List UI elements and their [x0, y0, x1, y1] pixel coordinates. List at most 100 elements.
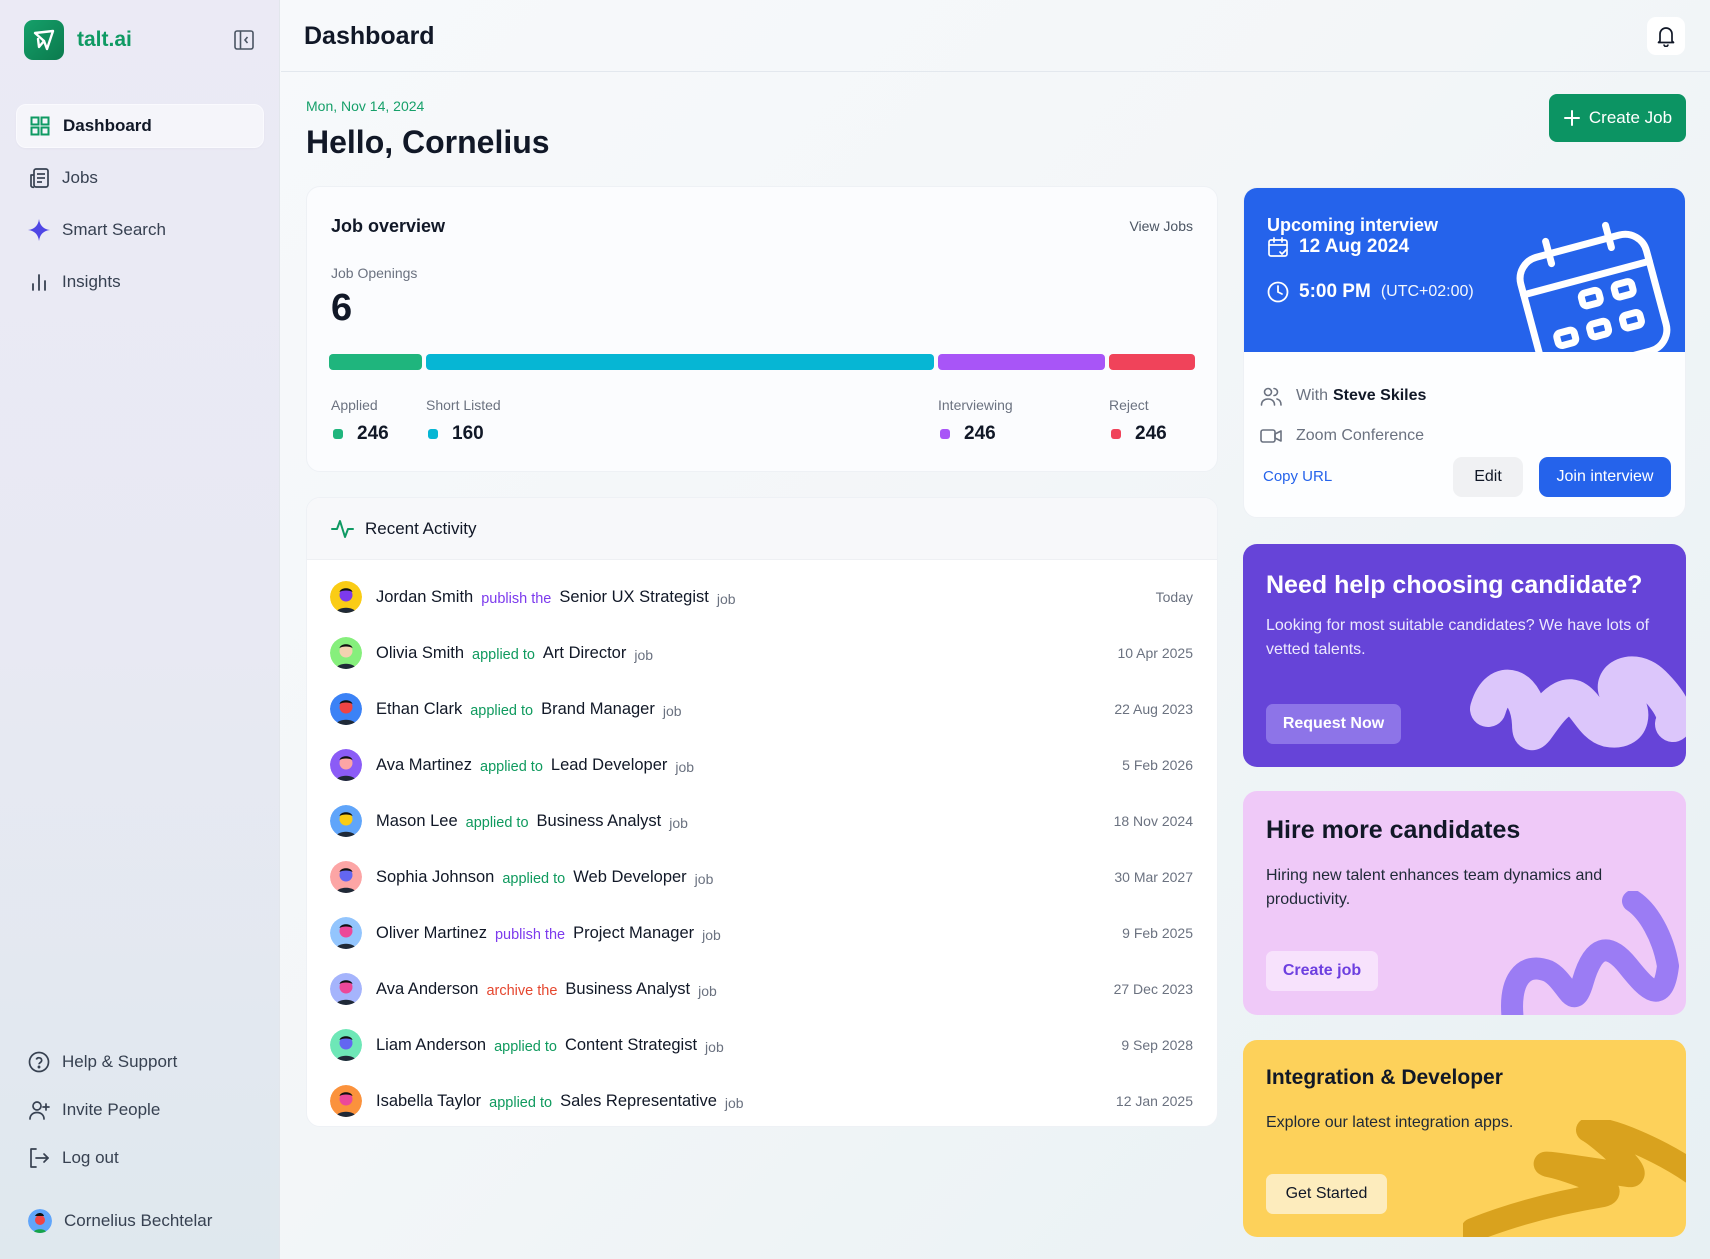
job-role[interactable]: Content Strategist [564, 1035, 698, 1054]
join-interview-button[interactable]: Join interview [1539, 457, 1671, 497]
activity-date: 12 Jan 2025 [1115, 1093, 1193, 1109]
activity-date: 22 Aug 2023 [1114, 701, 1193, 717]
job-suffix: job [694, 870, 714, 887]
sidebar-item-smart-search[interactable]: Smart Search [16, 208, 264, 252]
legend-dot [940, 429, 950, 439]
activity-row[interactable]: Isabella Taylor applied to Sales Represent… [307, 1073, 1217, 1126]
activity-row[interactable]: Mason Lee applied to Business Analyst job 18… [307, 793, 1217, 849]
activity-verb: publish the [494, 926, 566, 943]
activity-row[interactable]: Jordan Smith publish the Senior UX Strateg… [307, 569, 1217, 625]
job-role[interactable]: Business Analyst [536, 811, 662, 830]
person-name[interactable]: Sophia Johnson [376, 867, 495, 886]
activity-row[interactable]: Liam Anderson applied to Content Strategis… [307, 1017, 1217, 1073]
activity-row[interactable]: Oliver Martinez publish the Project Manage… [307, 905, 1217, 961]
avatar [330, 693, 362, 725]
person-name[interactable]: Ethan Clark [376, 699, 463, 718]
get-started-button[interactable]: Get Started [1266, 1174, 1387, 1214]
calendar-illustration-icon [1516, 221, 1671, 352]
grid-icon [29, 115, 51, 137]
person-name[interactable]: Jordan Smith [376, 587, 474, 606]
user-name: Cornelius Bechtelar [64, 1211, 213, 1230]
applied-bar [329, 354, 422, 370]
job-suffix: job [662, 702, 682, 719]
person-name[interactable]: Mason Lee [376, 811, 458, 830]
person-name[interactable]: Ava Anderson [376, 979, 479, 998]
activity-row[interactable]: Ava Martinez applied to Lead Developer job 5… [307, 737, 1217, 793]
sidebar-item-insights[interactable]: Insights [16, 260, 264, 304]
stat-value: 160 [452, 423, 484, 444]
avatar [330, 749, 362, 781]
avatar [330, 1029, 362, 1061]
request-now-button[interactable]: Request Now [1266, 704, 1401, 744]
activity-verb: applied to [470, 702, 534, 719]
person-name[interactable]: Olivia Smith [376, 643, 465, 662]
activity-pulse-icon [331, 519, 354, 538]
interview-time-row: 5:00 PM (UTC+02:00) [1267, 281, 1474, 303]
video-camera-icon [1260, 425, 1284, 447]
create-job-button[interactable]: Create Job [1549, 94, 1686, 142]
brand[interactable]: talt.ai [24, 20, 132, 60]
bell-icon [1657, 27, 1675, 47]
job-suffix: job [716, 590, 736, 607]
job-role[interactable]: Senior UX Strategist [559, 587, 709, 606]
activity-row[interactable]: Ethan Clark applied to Brand Manager job 22 … [307, 681, 1217, 737]
sidebar-item-jobs[interactable]: Jobs [16, 156, 264, 200]
job-role[interactable]: Project Manager [573, 923, 695, 942]
stat-interviewing: Interviewing 246 [938, 397, 1013, 445]
promo-description: Explore our latest integration apps. [1266, 1114, 1514, 1131]
stat-label: Reject [1109, 397, 1149, 413]
sidebar-item-help-support[interactable]: Help & Support [16, 1042, 264, 1082]
greeting: Hello, Cornelius [306, 124, 550, 160]
job-suffix: job [675, 758, 695, 775]
job-role[interactable]: Brand Manager [541, 699, 655, 718]
avatar [330, 917, 362, 949]
job-role[interactable]: Web Developer [573, 867, 687, 886]
person-name[interactable]: Ava Martinez [376, 755, 472, 774]
activity-row[interactable]: Ava Anderson archive the Business Analyst j… [307, 961, 1217, 1017]
job-overview-card: Job overview View Jobs Job Openings 6 Ap… [306, 186, 1218, 472]
sidebar-item-dashboard[interactable]: Dashboard [16, 104, 264, 148]
sidebar-item-label: Help & Support [62, 1052, 178, 1071]
collapse-sidebar-button[interactable] [232, 28, 256, 52]
stat-applied: Applied 246 [331, 397, 389, 445]
activity-date: Today [1155, 589, 1193, 605]
activity-date: 10 Apr 2025 [1117, 645, 1193, 661]
notifications-button[interactable] [1647, 17, 1685, 55]
job-role[interactable]: Lead Developer [550, 755, 668, 774]
activity-date: 5 Feb 2026 [1122, 757, 1193, 773]
job-suffix: job [634, 646, 654, 663]
activity-verb: applied to [465, 814, 529, 831]
activity-verb: applied to [480, 758, 543, 775]
card-title: Job overview [331, 216, 446, 236]
avatar [28, 1209, 52, 1233]
user-profile[interactable]: Cornelius Bechtelar [28, 1209, 212, 1233]
job-role[interactable]: Sales Representative [560, 1091, 717, 1110]
stat-value: 246 [964, 423, 996, 444]
sidebar-item-log-out[interactable]: Log out [16, 1138, 264, 1178]
activity-date: 27 Dec 2023 [1113, 981, 1193, 997]
edit-interview-button[interactable]: Edit [1453, 457, 1523, 497]
job-role[interactable]: Art Director [542, 643, 627, 662]
job-suffix: job [705, 1038, 724, 1055]
sidebar-item-label: Insights [62, 272, 121, 291]
stat-label: Interviewing [938, 397, 1013, 413]
view-jobs-link[interactable]: View Jobs [1129, 218, 1193, 234]
squiggle-decoration-icon [1463, 1120, 1686, 1237]
create-job-promo-button[interactable]: Create job [1266, 951, 1378, 991]
person-name[interactable]: Oliver Martinez [376, 923, 487, 942]
person-name[interactable]: Liam Anderson [376, 1035, 487, 1054]
activity-list: Jordan Smith publish the Senior UX Strateg… [307, 560, 1217, 1126]
platform-row: Zoom Conference [1260, 425, 1424, 447]
stat-value: 246 [357, 423, 389, 444]
sidebar-item-invite-people[interactable]: Invite People [16, 1090, 264, 1130]
user-plus-icon [28, 1099, 50, 1121]
users-icon [1260, 385, 1284, 407]
person-name[interactable]: Isabella Taylor [376, 1091, 482, 1110]
job-suffix: job [724, 1094, 744, 1111]
copy-url-link[interactable]: Copy URL [1263, 468, 1333, 485]
activity-row[interactable]: Olivia Smith applied to Art Director job 10 … [307, 625, 1217, 681]
activity-row[interactable]: Sophia Johnson applied to Web Developer job… [307, 849, 1217, 905]
sidebar-item-label: Invite People [62, 1100, 161, 1119]
job-role[interactable]: Business Analyst [565, 979, 691, 998]
interview-platform: Zoom Conference [1296, 427, 1425, 444]
